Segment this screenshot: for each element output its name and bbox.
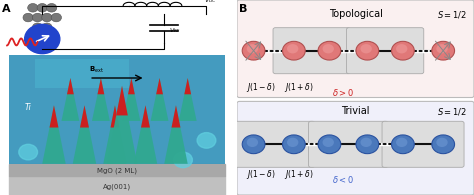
FancyBboxPatch shape [237, 0, 474, 98]
Circle shape [246, 44, 258, 53]
Polygon shape [107, 86, 137, 164]
Text: Ag(001): Ag(001) [103, 184, 131, 191]
Polygon shape [67, 78, 74, 94]
Text: $V_{\rm RF}$: $V_{\rm RF}$ [169, 26, 181, 35]
Circle shape [318, 41, 341, 60]
Text: $J(1+\delta)$: $J(1+\delta)$ [284, 168, 314, 181]
Polygon shape [134, 105, 157, 164]
Circle shape [360, 138, 372, 147]
Circle shape [356, 135, 379, 154]
Circle shape [25, 24, 60, 54]
Circle shape [360, 44, 372, 53]
Polygon shape [9, 55, 225, 164]
Polygon shape [49, 105, 58, 128]
Polygon shape [80, 105, 89, 128]
Circle shape [42, 13, 52, 22]
Circle shape [392, 135, 414, 154]
Text: Ti: Ti [25, 103, 32, 112]
Text: $V_{\rm DC}$: $V_{\rm DC}$ [204, 0, 217, 5]
Circle shape [318, 135, 341, 154]
Text: B: B [239, 4, 248, 14]
Text: A: A [2, 4, 11, 14]
Polygon shape [62, 78, 79, 121]
Circle shape [46, 4, 57, 12]
Text: $\delta < 0$: $\delta < 0$ [332, 174, 354, 184]
Circle shape [242, 41, 265, 60]
Text: $\mathit{S}=1/2$: $\mathit{S}=1/2$ [437, 9, 467, 20]
Bar [9, 176, 225, 195]
Polygon shape [141, 105, 150, 128]
Polygon shape [156, 78, 163, 94]
Circle shape [283, 135, 305, 154]
Text: Trivial: Trivial [341, 106, 370, 116]
Circle shape [23, 13, 33, 22]
Circle shape [173, 152, 192, 168]
Polygon shape [42, 105, 66, 164]
Text: $J(1-\delta)$: $J(1-\delta)$ [246, 81, 276, 94]
Polygon shape [128, 78, 135, 94]
Circle shape [32, 13, 43, 22]
Polygon shape [172, 105, 181, 128]
FancyBboxPatch shape [382, 121, 464, 167]
Circle shape [19, 144, 37, 160]
Circle shape [322, 138, 334, 147]
Circle shape [436, 138, 447, 147]
FancyBboxPatch shape [237, 101, 474, 195]
Circle shape [42, 23, 52, 32]
Circle shape [283, 41, 305, 60]
Circle shape [436, 44, 447, 53]
Circle shape [197, 133, 216, 148]
Circle shape [37, 4, 47, 12]
Text: $J(1-\delta)$: $J(1-\delta)$ [246, 168, 276, 181]
Circle shape [287, 44, 299, 53]
Circle shape [356, 41, 379, 60]
Polygon shape [110, 105, 119, 128]
FancyBboxPatch shape [346, 28, 424, 74]
Circle shape [27, 4, 38, 12]
Text: Topological: Topological [328, 9, 383, 19]
Circle shape [322, 44, 334, 53]
Bar [9, 164, 225, 176]
Text: $\delta > 0$: $\delta > 0$ [332, 87, 354, 98]
Polygon shape [116, 86, 128, 115]
Circle shape [246, 138, 258, 147]
Polygon shape [122, 78, 140, 121]
Circle shape [242, 135, 265, 154]
Circle shape [432, 135, 455, 154]
FancyBboxPatch shape [233, 121, 315, 167]
FancyBboxPatch shape [309, 121, 388, 167]
Text: MgO (2 ML): MgO (2 ML) [97, 167, 137, 174]
Polygon shape [35, 58, 129, 88]
Circle shape [51, 13, 62, 22]
Polygon shape [164, 105, 188, 164]
Polygon shape [103, 105, 127, 164]
Polygon shape [151, 78, 168, 121]
Polygon shape [98, 78, 104, 94]
Circle shape [32, 23, 43, 32]
FancyBboxPatch shape [273, 28, 350, 74]
Circle shape [287, 138, 299, 147]
Text: $\mathit{S}=1/2$: $\mathit{S}=1/2$ [437, 106, 467, 117]
Text: $\mathbf{B}_{\rm ext}$: $\mathbf{B}_{\rm ext}$ [89, 65, 104, 75]
Polygon shape [179, 78, 197, 121]
Circle shape [396, 138, 407, 147]
Text: $J(1+\delta)$: $J(1+\delta)$ [284, 81, 314, 94]
Circle shape [432, 41, 455, 60]
Circle shape [392, 41, 414, 60]
Polygon shape [73, 105, 96, 164]
Polygon shape [92, 78, 110, 121]
Polygon shape [184, 78, 191, 94]
Circle shape [396, 44, 407, 53]
